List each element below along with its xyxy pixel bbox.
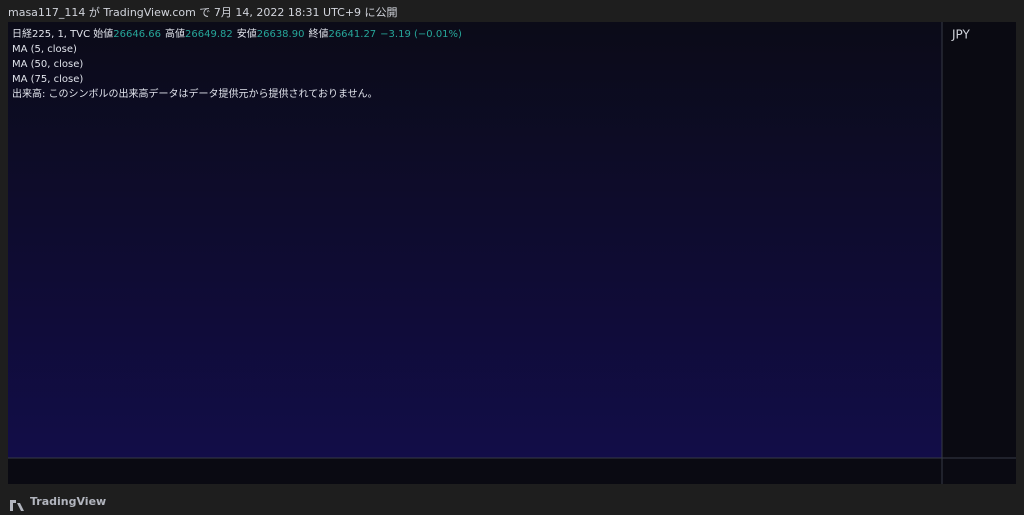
price-axis (942, 22, 1016, 458)
ohlc-value: 26646.66 (113, 29, 162, 40)
legend-label: MA (50, close) (12, 59, 84, 70)
footer: TradingView (30, 495, 107, 508)
ohlc-value: 26649.82 (185, 29, 233, 40)
ohlc-line: 日経225, 1, TVC 始値26646.66 高値26649.82 安値2663… (12, 27, 466, 42)
change: −3.19 (−0.01%) (380, 29, 462, 40)
currency-label: JPY (951, 28, 971, 42)
legend-entry: MA (50, close) (12, 57, 466, 72)
ohlc-value: 26638.90 (256, 29, 305, 40)
header: masa117_114 が TradingView.com で 7月 14, 2… (8, 6, 398, 19)
note-line: 出来高: このシンボルの出来高データはデータ提供元から提供されておりません。 (12, 87, 466, 102)
plot-area (8, 22, 942, 458)
note: 出来高: このシンボルの出来高データはデータ提供元から提供されておりません。 (12, 89, 378, 100)
ohlc-value: 26641.27 (328, 29, 377, 40)
legend-label: MA (75, close) (12, 74, 84, 85)
ohlc-label: 高値 (165, 29, 186, 40)
legend-entry: MA (75, close) (12, 72, 466, 87)
ohlc-label: 終値 (308, 29, 329, 40)
legend: 日経225, 1, TVC 始値26646.66 高値26649.82 安値2663… (12, 27, 466, 102)
symbol: 日経225, 1, TVC (12, 29, 91, 40)
time-axis (8, 458, 1016, 484)
legend-label: MA (5, close) (12, 44, 77, 55)
legend-entry: MA (5, close) (12, 42, 466, 57)
logo (10, 500, 24, 511)
ohlc-label: 安値 (236, 29, 257, 40)
ohlc-label: 始値 (93, 29, 114, 40)
